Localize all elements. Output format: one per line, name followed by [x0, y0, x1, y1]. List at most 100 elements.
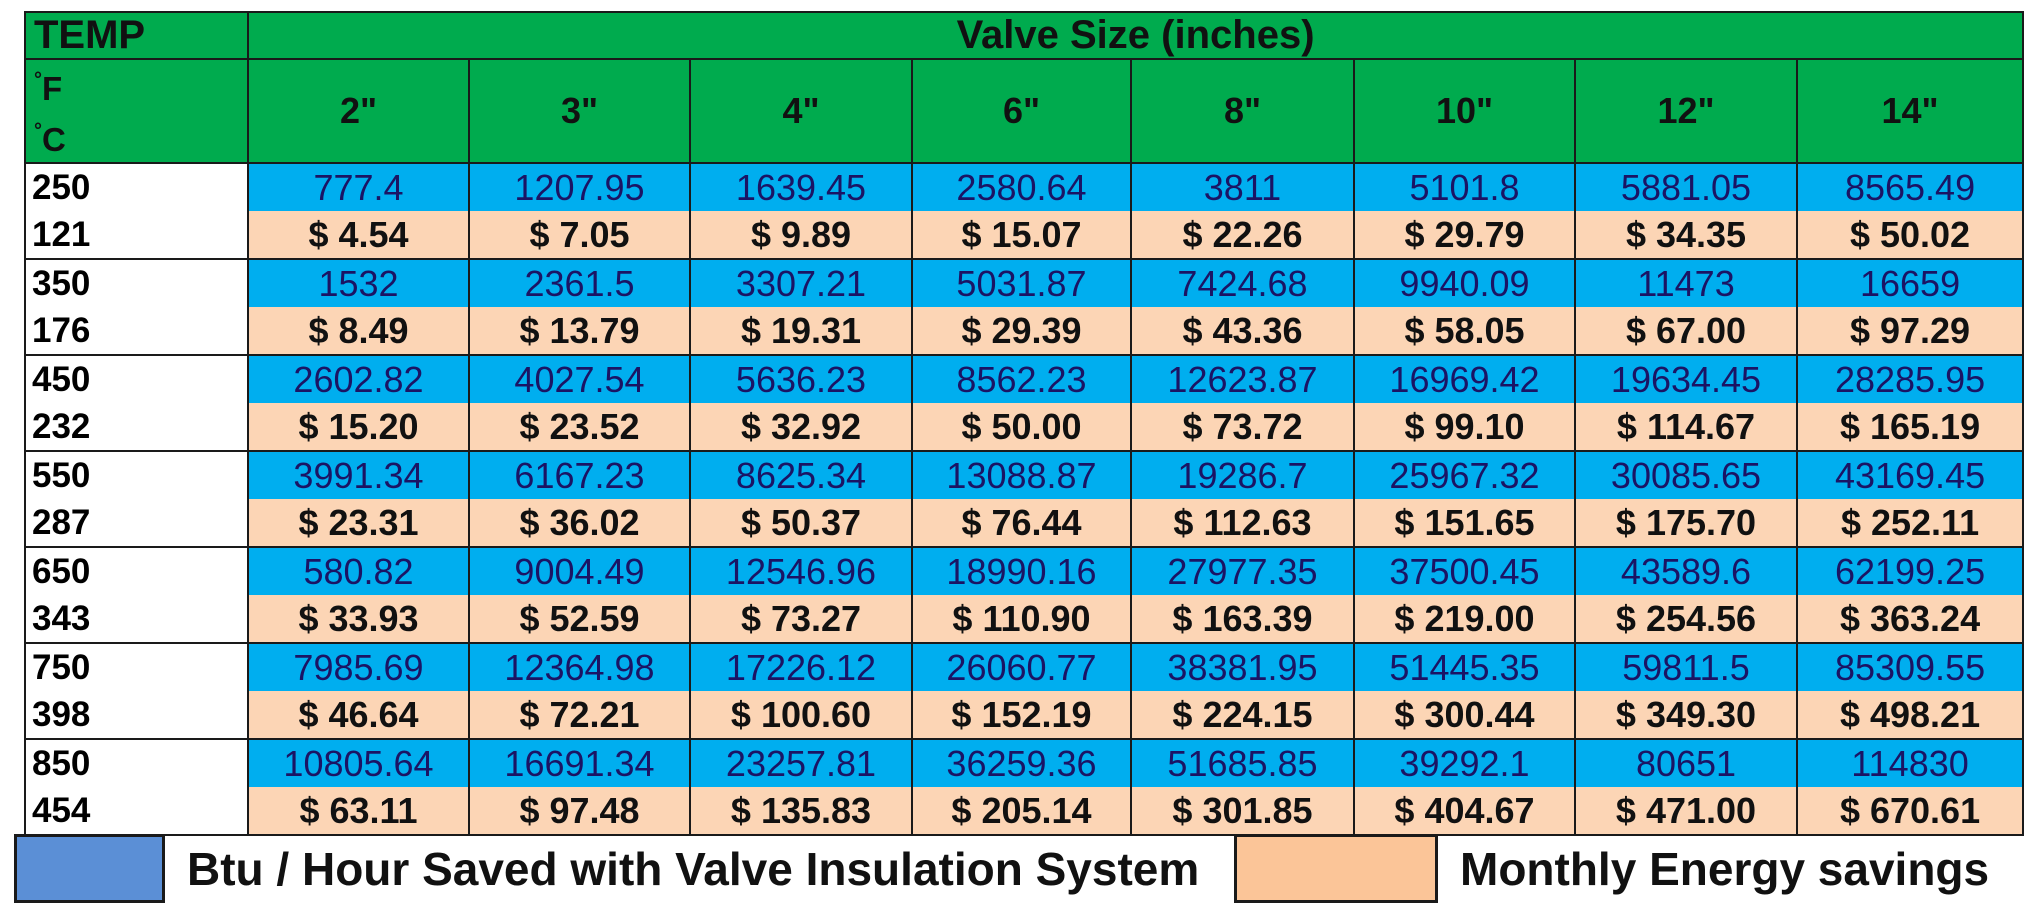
btu-saved-cell: 27977.35: [1130, 546, 1355, 595]
btu-saved-cell: 114830: [1795, 738, 2025, 787]
monthly-savings-cell: $ 9.89: [689, 211, 913, 260]
temp-fahrenheit: 350: [32, 264, 91, 303]
monthly-savings-cell: $ 165.19: [1795, 403, 2025, 452]
valve-size-header: 10": [1353, 58, 1576, 164]
valve-savings-table: TEMP Valve Size (inches) °F °C 2" 3" 4" 6" 8…: [24, 11, 2025, 836]
btu-saved-cell: 51445.35: [1353, 642, 1576, 691]
temperature-cell: 350 176: [24, 258, 249, 356]
valve-size-header: 12": [1574, 58, 1798, 164]
valve-size-header: 2": [247, 58, 470, 164]
table-row-btu: 850 454 10805.64 16691.34 23257.81 36259.36 51…: [24, 738, 2025, 836]
btu-saved-cell: 12546.96: [689, 546, 913, 595]
legend-btu: Btu / Hour Saved with Valve Insulation S…: [14, 834, 1199, 903]
monthly-savings-cell: $ 15.07: [911, 211, 1132, 260]
btu-saved-cell: 4027.54: [468, 354, 691, 403]
btu-saved-cell: 7424.68: [1130, 258, 1355, 307]
valve-size-header: 6": [911, 58, 1132, 164]
temperature-cell: 550 287: [24, 450, 249, 548]
btu-saved-cell: 43169.45: [1795, 450, 2025, 499]
btu-saved-cell: 12364.98: [468, 642, 691, 691]
fahrenheit-unit: °F: [34, 69, 63, 107]
monthly-savings-cell: $ 349.30: [1574, 691, 1798, 740]
monthly-savings-cell: $ 34.35: [1574, 211, 1798, 260]
valve-size-header: 8": [1130, 58, 1355, 164]
valve-size-header: 3": [468, 58, 691, 164]
monthly-savings-cell: $ 300.44: [1353, 691, 1576, 740]
monthly-savings-cell: $ 63.11: [247, 787, 470, 836]
btu-saved-cell: 580.82: [247, 546, 470, 595]
btu-saved-cell: 12623.87: [1130, 354, 1355, 403]
monthly-savings-cell: $ 29.39: [911, 307, 1132, 356]
monthly-savings-cell: $ 301.85: [1130, 787, 1355, 836]
temperature-cell: 650 343: [24, 546, 249, 644]
legend-label-btu: Btu / Hour Saved with Valve Insulation S…: [187, 842, 1200, 895]
btu-saved-cell: 62199.25: [1795, 546, 2025, 595]
monthly-savings-cell: $ 50.02: [1795, 211, 2025, 260]
monthly-savings-cell: $ 100.60: [689, 691, 913, 740]
monthly-savings-cell: $ 43.36: [1130, 307, 1355, 356]
temp-celsius: 287: [32, 503, 91, 542]
btu-saved-cell: 7985.69: [247, 642, 470, 691]
btu-saved-cell: 85309.55: [1795, 642, 2025, 691]
btu-saved-cell: 37500.45: [1353, 546, 1576, 595]
table-row-btu: 450 232 2602.82 4027.54 5636.23 8562.23 12623.…: [24, 354, 2025, 452]
monthly-savings-cell: $ 50.00: [911, 403, 1132, 452]
monthly-savings-cell: $ 23.52: [468, 403, 691, 452]
valve-size-header: 4": [689, 58, 913, 164]
btu-saved-cell: 8562.23: [911, 354, 1132, 403]
monthly-savings-cell: $ 23.31: [247, 499, 470, 548]
monthly-savings-cell: $ 219.00: [1353, 595, 1576, 644]
btu-saved-cell: 3991.34: [247, 450, 470, 499]
valve-size-header: 14": [1795, 58, 2025, 164]
temp-fahrenheit: 850: [32, 744, 91, 783]
btu-saved-cell: 26060.77: [911, 642, 1132, 691]
btu-saved-cell: 8625.34: [689, 450, 913, 499]
table-row-savings: $ 33.93 $ 52.59 $ 73.27 $ 110.90 $ 163.39 $ 2…: [25, 595, 2025, 644]
btu-saved-cell: 51685.85: [1130, 738, 1355, 787]
btu-saved-cell: 1207.95: [468, 162, 691, 211]
btu-saved-cell: 2361.5: [468, 258, 691, 307]
monthly-savings-cell: $ 29.79: [1353, 211, 1576, 260]
temp-fahrenheit: 750: [32, 648, 91, 687]
btu-saved-cell: 30085.65: [1574, 450, 1798, 499]
monthly-savings-cell: $ 46.64: [247, 691, 470, 740]
monthly-savings-cell: $ 114.67: [1574, 403, 1798, 452]
monthly-savings-cell: $ 252.11: [1795, 499, 2025, 548]
btu-saved-cell: 11473: [1574, 258, 1798, 307]
temp-celsius: 398: [32, 695, 91, 734]
btu-saved-cell: 2602.82: [247, 354, 470, 403]
btu-saved-cell: 10805.64: [247, 738, 470, 787]
btu-saved-cell: 5031.87: [911, 258, 1132, 307]
btu-saved-cell: 13088.87: [911, 450, 1132, 499]
monthly-savings-cell: $ 135.83: [689, 787, 913, 836]
btu-saved-cell: 3811: [1130, 162, 1355, 211]
valve-savings-table-container: TEMP Valve Size (inches) °F °C 2" 3" 4" 6" 8…: [24, 11, 2025, 836]
table-row-savings: $ 4.54 $ 7.05 $ 9.89 $ 15.07 $ 22.26 $ 29.79 $…: [25, 211, 2025, 260]
temp-fahrenheit: 250: [32, 168, 91, 207]
btu-saved-cell: 39292.1: [1353, 738, 1576, 787]
btu-saved-cell: 23257.81: [689, 738, 913, 787]
btu-saved-cell: 28285.95: [1795, 354, 2025, 403]
monthly-savings-cell: $ 33.93: [247, 595, 470, 644]
temp-celsius: 232: [32, 407, 91, 446]
monthly-savings-cell: $ 670.61: [1795, 787, 2025, 836]
temperature-cell: 850 454: [24, 738, 249, 836]
btu-saved-cell: 17226.12: [689, 642, 913, 691]
monthly-savings-cell: $ 163.39: [1130, 595, 1355, 644]
monthly-savings-cell: $ 52.59: [468, 595, 691, 644]
monthly-savings-cell: $ 15.20: [247, 403, 470, 452]
monthly-savings-cell: $ 7.05: [468, 211, 691, 260]
monthly-savings-cell: $ 67.00: [1574, 307, 1798, 356]
monthly-savings-cell: $ 58.05: [1353, 307, 1576, 356]
monthly-savings-cell: $ 73.27: [689, 595, 913, 644]
celsius-unit: °C: [34, 120, 66, 158]
table-row-btu: 550 287 3991.34 6167.23 8625.34 13088.87 19286…: [24, 450, 2025, 548]
btu-saved-cell: 19286.7: [1130, 450, 1355, 499]
table-row-savings: $ 63.11 $ 97.48 $ 135.83 $ 205.14 $ 301.85 $ …: [25, 787, 2025, 836]
monthly-savings-cell: $ 224.15: [1130, 691, 1355, 740]
btu-saved-cell: 80651: [1574, 738, 1798, 787]
temp-celsius: 121: [32, 215, 91, 254]
btu-saved-cell: 16659: [1795, 258, 2025, 307]
monthly-savings-cell: $ 112.63: [1130, 499, 1355, 548]
btu-saved-cell: 43589.6: [1574, 546, 1798, 595]
